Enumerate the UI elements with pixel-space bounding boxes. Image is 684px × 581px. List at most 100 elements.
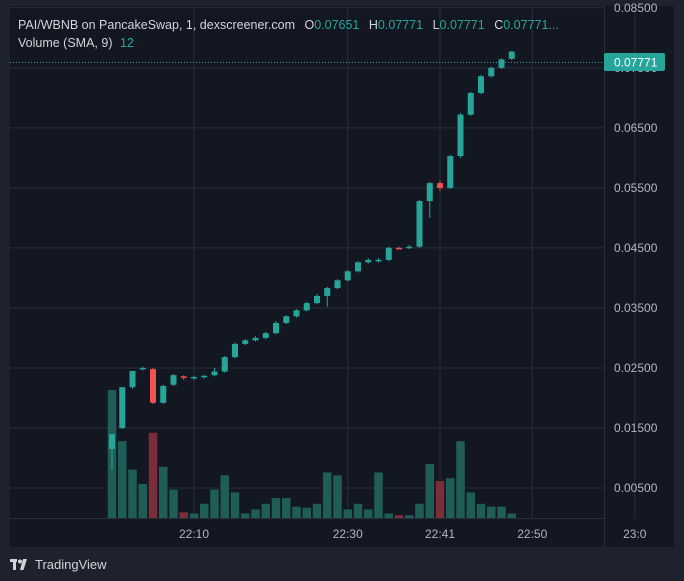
candle-body <box>180 376 187 378</box>
volume-bar <box>446 478 455 518</box>
volume-label[interactable]: Volume (SMA, 9) <box>18 36 113 50</box>
tradingview-logo[interactable]: TradingView <box>10 557 107 572</box>
low-value: 0.07771 <box>439 18 485 32</box>
volume-legend: Volume (SMA, 9) 12 <box>18 36 134 50</box>
symbol-title[interactable]: PAI/WBNB on PancakeSwap, 1, dexscreener.… <box>18 18 295 32</box>
volume-bar <box>466 492 475 518</box>
candle-body <box>447 156 454 188</box>
candle-body <box>375 259 382 262</box>
candle-body <box>109 433 115 449</box>
volume-bar <box>220 475 229 518</box>
y-tick-label: 0.08500 <box>614 1 658 15</box>
candle-body <box>232 343 238 358</box>
candle-body <box>160 385 167 403</box>
x-tick-label: 22:50 <box>517 527 547 541</box>
volume-bar <box>435 481 445 518</box>
volume-bar <box>323 472 332 518</box>
candle-body <box>334 280 341 289</box>
volume-bar <box>312 503 322 518</box>
volume-bar <box>476 503 486 518</box>
x-tick-label: 22:30 <box>333 527 363 541</box>
candle-body <box>119 387 126 428</box>
volume-bar <box>302 507 311 518</box>
volume-bar <box>394 515 404 518</box>
volume-bar <box>189 513 199 518</box>
candle-body <box>303 303 310 311</box>
low-label: L <box>432 18 440 32</box>
candle-body <box>139 367 146 370</box>
y-tick-label: 0.04500 <box>614 241 658 255</box>
volume-bar <box>425 463 434 518</box>
candle-body <box>129 370 136 388</box>
volume-bar <box>353 503 363 518</box>
candle-body <box>170 375 177 385</box>
candle-body <box>437 183 443 188</box>
candle-body <box>385 247 392 260</box>
volume-bar <box>148 432 158 518</box>
candles <box>109 51 515 470</box>
price-badge: 0.07771 <box>614 56 658 70</box>
candle-body <box>273 322 279 334</box>
brand-name: TradingView <box>35 557 107 572</box>
y-tick-label: 0.00500 <box>614 481 658 495</box>
candle-body <box>221 357 228 372</box>
x-tick-label: 22:41 <box>425 527 455 541</box>
volume-bar <box>118 441 127 518</box>
candle-body <box>478 76 484 94</box>
volume-bar <box>179 512 188 518</box>
candle-body <box>293 310 300 317</box>
candle-body <box>508 51 515 59</box>
volume-bar <box>251 509 260 518</box>
candle-body <box>324 288 331 296</box>
volume-bar <box>333 475 342 518</box>
candle-body <box>488 67 495 77</box>
candle-body <box>191 376 197 379</box>
candle-body <box>150 369 156 403</box>
x-tick-label: 22:10 <box>179 527 209 541</box>
candle-body <box>252 337 259 341</box>
candle-body <box>457 114 464 157</box>
y-tick-label: 0.02500 <box>614 361 658 375</box>
volume-bar <box>507 513 516 518</box>
candle-body <box>416 201 423 247</box>
volume-bar <box>159 466 168 518</box>
candle-body <box>262 333 269 338</box>
volume-bar <box>343 509 352 518</box>
volume-bar <box>405 515 414 518</box>
y-tick-label: 0.06500 <box>614 121 658 135</box>
volume-bar <box>169 489 178 518</box>
volume-bar <box>230 492 240 518</box>
volume-bar <box>261 503 270 518</box>
candle-body <box>314 295 320 304</box>
x-tick-label: 23:0 <box>623 527 647 541</box>
close-label: C <box>494 18 504 32</box>
candle-body <box>396 247 402 250</box>
candle-body <box>201 375 208 378</box>
open-label: O <box>304 18 315 32</box>
candle-body <box>344 271 351 281</box>
candle-body <box>406 246 413 249</box>
ohlc-legend: PAI/WBNB on PancakeSwap, 1, dexscreener.… <box>18 18 559 32</box>
candle-body <box>426 183 433 202</box>
volume-bar <box>487 506 496 518</box>
high-label: H <box>368 18 378 32</box>
candle-body <box>211 371 218 376</box>
close-value: 0.07771... <box>503 18 559 32</box>
volume-bar <box>497 506 506 518</box>
volume-bar <box>292 506 301 518</box>
volume-bar <box>210 489 219 518</box>
volume-bar <box>384 513 393 518</box>
volume-bar <box>138 483 147 518</box>
volume-bar <box>456 441 465 518</box>
price-badge-bg <box>604 53 665 71</box>
axes: 0.085000.075000.065000.055000.045000.035… <box>10 1 658 547</box>
candle-body <box>467 93 474 115</box>
volume-bar <box>364 509 373 518</box>
y-tick-label: 0.01500 <box>614 421 658 435</box>
volume-bar <box>128 469 137 518</box>
candle-body <box>365 259 372 263</box>
candle-body <box>498 59 505 68</box>
volume-bar <box>374 472 383 518</box>
